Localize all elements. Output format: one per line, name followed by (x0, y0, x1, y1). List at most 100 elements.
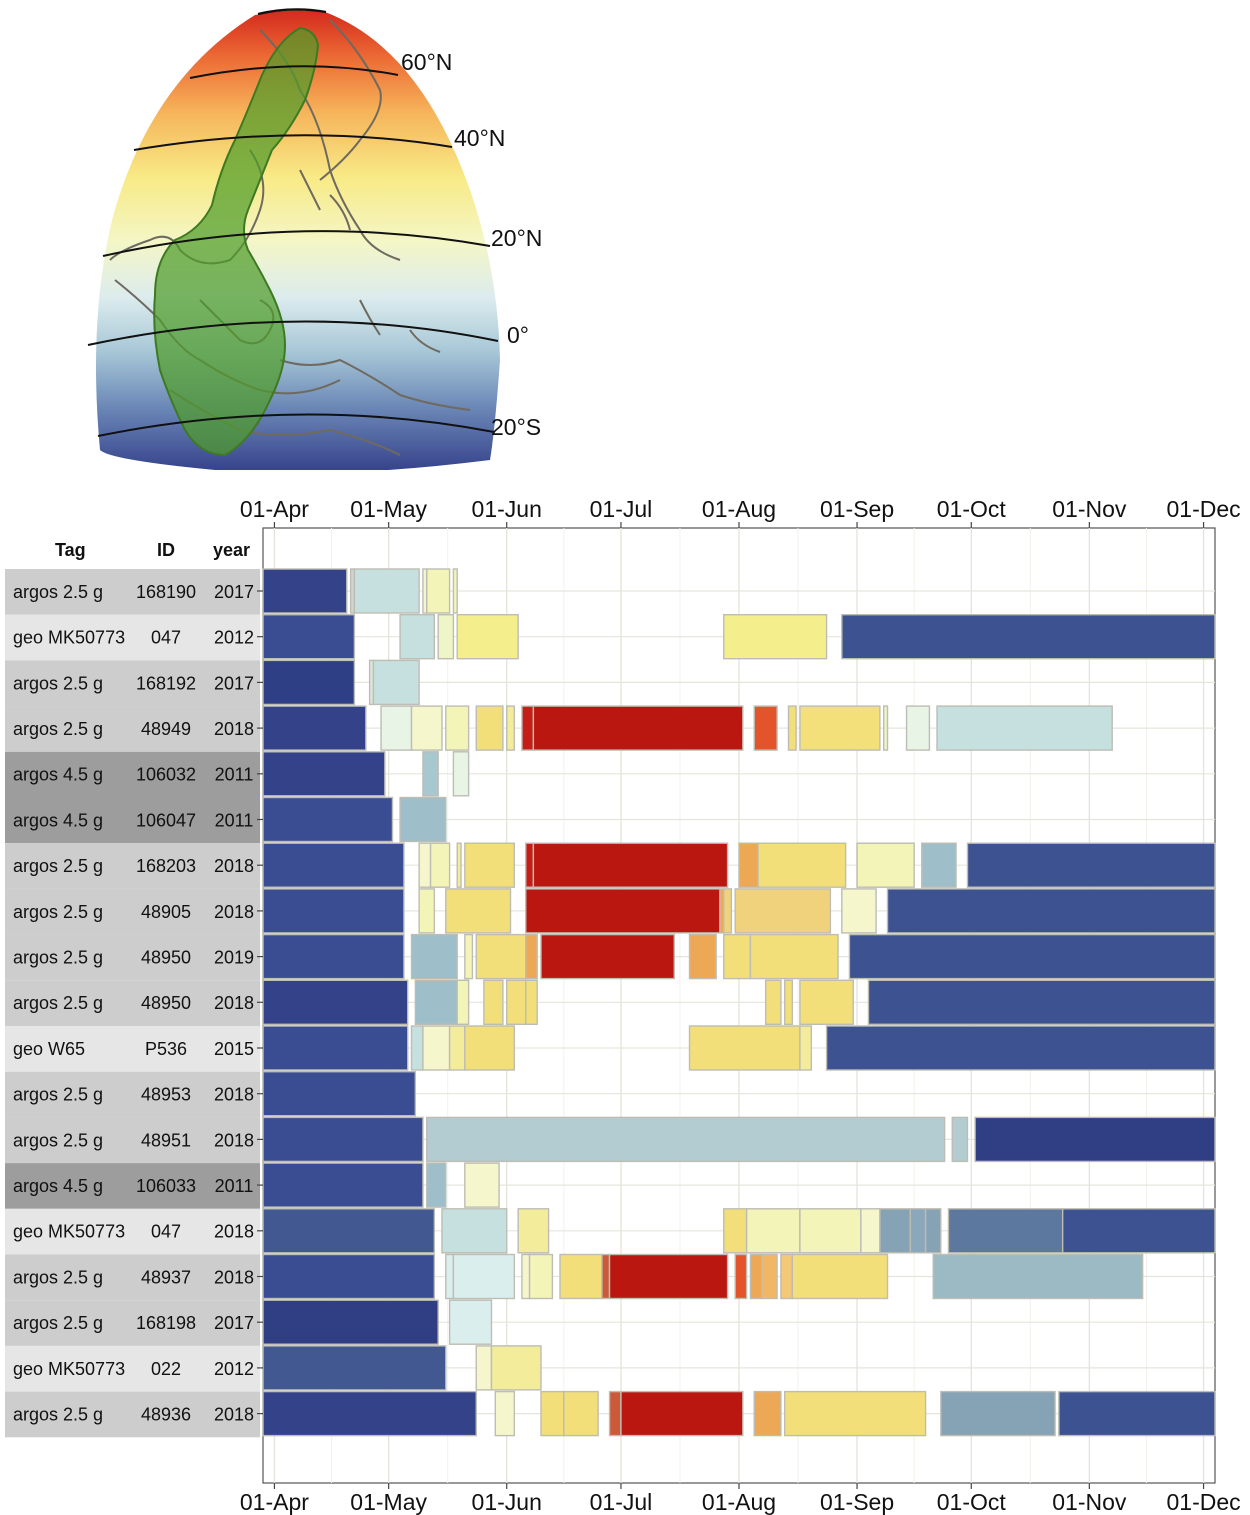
x-tick-label-top: 01-Oct (937, 496, 1007, 522)
row-tag-label: argos 2.5 g (13, 582, 103, 602)
timeline-segment (506, 979, 527, 1025)
x-tick-label-bottom: 01-Jun (472, 1489, 542, 1515)
row-year-label: 2018 (214, 719, 254, 739)
timeline-segment (418, 888, 436, 934)
timeline-segment (262, 1299, 439, 1345)
timeline-segment (422, 751, 439, 797)
row-year-label: 2018 (214, 1222, 254, 1242)
row-tag-label: geo MK50773 (13, 1359, 125, 1379)
x-tick-label-bottom: 01-Dec (1166, 1489, 1240, 1515)
timeline-segment (441, 1208, 508, 1254)
lat-label-40n: 40°N (454, 125, 505, 151)
timeline-segment (799, 979, 854, 1025)
row-id-label: P536 (145, 1039, 187, 1059)
table-row-band (5, 751, 260, 798)
row-year-label: 2018 (214, 993, 254, 1013)
latitude-line-60n (189, 65, 399, 79)
timeline-segment (528, 1253, 554, 1300)
timeline-segment (921, 842, 957, 888)
timeline-segment (464, 933, 474, 980)
table-row-band (5, 614, 260, 661)
row-year-label: 2012 (214, 628, 254, 648)
row-tag-label: argos 2.5 g (13, 947, 103, 967)
timeline-segment (532, 705, 744, 751)
row-id-label: 48905 (141, 902, 191, 922)
timeline-segment (799, 705, 881, 751)
x-tick-label-bottom: 01-Jul (590, 1489, 653, 1515)
timeline-segment (422, 1025, 451, 1071)
timeline-segment (860, 1208, 881, 1254)
timeline-segment (448, 1025, 466, 1071)
timeline-segment (418, 842, 432, 888)
row-tag-label: argos 2.5 g (13, 1130, 103, 1150)
x-tick-label-bottom: 01-Oct (937, 1489, 1007, 1515)
timeline-segment (757, 842, 847, 888)
table-rows: argos 2.5 g 168190 2017 geo MK50773 047 2012 a… (13, 582, 263, 1424)
timeline-segment (620, 1390, 744, 1437)
timeline-segment (490, 1345, 542, 1391)
timeline-segment (879, 1208, 912, 1254)
timeline-segment (867, 979, 1216, 1025)
timeline-segment (262, 613, 356, 660)
timeline-segment (753, 705, 778, 751)
timeline-segment (464, 1025, 516, 1071)
timeline-segment (475, 705, 504, 751)
row-year-label: 2011 (215, 1176, 254, 1196)
row-id-label: 48953 (141, 1085, 191, 1105)
timeline-segment (974, 1116, 1216, 1163)
row-year-label: 2017 (214, 582, 254, 602)
timeline-segment (783, 979, 794, 1025)
lat-label-20s: 20°S (491, 414, 541, 440)
row-year-label: 2017 (214, 673, 254, 693)
timeline-segment (399, 613, 436, 660)
lat-label-60n: 60°N (401, 49, 452, 75)
table-row-band (5, 934, 260, 981)
timeline-segment (517, 1208, 550, 1254)
timeline-segment (745, 1208, 801, 1254)
globe-top-arc (257, 8, 327, 16)
timeline-segment (262, 1208, 436, 1254)
timeline-segment (886, 888, 1216, 934)
row-tag-label: geo MK50773 (13, 628, 125, 648)
timeline-segment (540, 933, 675, 980)
row-tag-label: argos 2.5 g (13, 902, 103, 922)
timeline-segment (262, 979, 409, 1025)
timeline-segment (841, 888, 877, 934)
row-year-label: 2012 (214, 1359, 254, 1379)
timeline-segment (262, 568, 348, 614)
table-row-band (5, 706, 260, 752)
timeline-segment (262, 933, 405, 980)
row-tag-label: argos 2.5 g (13, 856, 103, 876)
row-year-label: 2017 (214, 1313, 254, 1333)
table-row-band (5, 980, 260, 1026)
row-year-label: 2018 (214, 1085, 254, 1105)
row-id-label: 168198 (136, 1313, 196, 1333)
timeline-segment (525, 888, 721, 934)
x-tick-label-top: 01-Jul (590, 496, 653, 522)
x-tick-label-bottom: 01-Nov (1052, 1489, 1127, 1515)
table-row-band (5, 1208, 260, 1255)
row-year-label: 2018 (214, 1404, 254, 1424)
timeline-segment (608, 1253, 729, 1300)
row-tag-label: argos 2.5 g (13, 1313, 103, 1333)
timeline-segment (559, 1253, 603, 1300)
timeline-segment (414, 979, 458, 1025)
x-tick-label-bottom: 01-Apr (240, 1489, 309, 1515)
timeline-segment (688, 1025, 801, 1071)
row-id-label: 022 (151, 1359, 181, 1379)
row-id-label: 106047 (136, 810, 196, 830)
timeline-segment (787, 705, 797, 751)
table-row-band (5, 888, 260, 935)
data-segments (262, 568, 1216, 1437)
x-tick-label-top: 01-Jun (472, 496, 542, 522)
row-year-label: 2011 (215, 810, 254, 830)
timeline-segment (734, 1253, 748, 1300)
latitude-line-40n (133, 134, 453, 151)
timeline-segment (761, 1253, 778, 1300)
timeline-segment (262, 888, 405, 934)
timeline-segment (525, 933, 538, 980)
table-row-band (5, 1026, 260, 1072)
table-row-band (5, 1163, 260, 1209)
row-tag-label: argos 4.5 g (13, 1176, 103, 1196)
column-header-id: ID (157, 540, 175, 560)
